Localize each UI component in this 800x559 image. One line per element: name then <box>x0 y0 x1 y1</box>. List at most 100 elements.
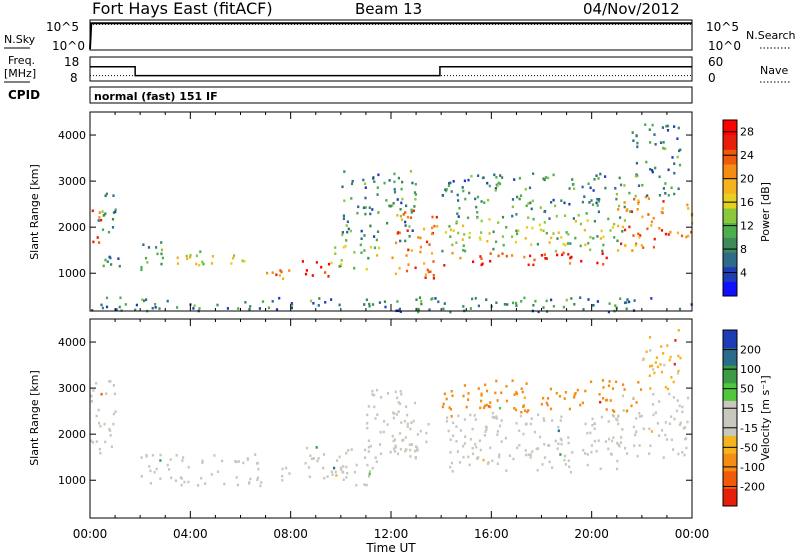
echo-cell <box>529 453 532 456</box>
echo-cell <box>198 263 201 267</box>
echo-cell <box>170 476 173 480</box>
echo-cell <box>616 467 619 471</box>
echo-cell <box>635 401 638 404</box>
echo-cell <box>615 197 618 201</box>
echo-cell <box>159 453 162 457</box>
echo-cell <box>601 249 604 253</box>
echo-cell <box>112 194 115 197</box>
echo-cell <box>414 449 417 453</box>
echo-cell <box>664 192 667 195</box>
echo-cell <box>457 215 460 218</box>
echo-cell <box>336 459 339 462</box>
echo-cell <box>331 473 334 476</box>
echo-cell <box>101 210 104 213</box>
echo-cell <box>598 198 601 201</box>
echo-cell <box>496 430 499 433</box>
echo-region-4 <box>334 470 368 487</box>
echo-cell <box>180 477 183 480</box>
colorbar-swatch <box>723 418 737 437</box>
echo-cell <box>452 434 455 438</box>
echo-cell <box>367 405 370 408</box>
echo-cell <box>398 267 401 270</box>
echo-cell <box>543 456 547 459</box>
echo-cell <box>155 246 158 249</box>
colorbar-tick-label: -50 <box>740 441 758 454</box>
echo-cell <box>431 297 434 300</box>
echo-cell <box>619 216 622 219</box>
echo-cell <box>183 480 186 484</box>
echo-cell <box>652 368 655 371</box>
echo-cell <box>347 449 350 452</box>
echo-cell <box>542 306 545 309</box>
echo-cell <box>267 306 271 310</box>
echo-cell <box>538 223 541 227</box>
echo-cell <box>548 460 551 464</box>
echo-cell <box>90 439 93 443</box>
echo-cell <box>355 483 358 487</box>
echo-cell <box>530 207 533 211</box>
echo-cell <box>669 230 672 234</box>
echo-cell <box>485 428 488 431</box>
echo-cell <box>602 235 605 239</box>
echo-cell <box>630 404 633 408</box>
echo-cell <box>631 249 634 252</box>
time-tick-label: 16:00 <box>474 527 509 541</box>
echo-cell <box>463 233 466 236</box>
echo-cell <box>517 229 520 232</box>
echo-cell <box>197 484 200 487</box>
echo-cell <box>671 156 674 159</box>
echo-cell <box>330 261 333 265</box>
echo-cell <box>573 396 576 399</box>
echo-cell <box>324 271 327 274</box>
echo-cell <box>112 211 115 214</box>
echo-cell <box>678 307 682 311</box>
echo-cell <box>557 231 560 234</box>
echo-cell <box>469 438 472 441</box>
echo-cell <box>176 262 180 265</box>
cpid-text: normal (fast) 151 IF <box>94 90 218 103</box>
echo-cell <box>486 462 490 465</box>
echo-cell <box>613 236 616 239</box>
echo-cell <box>424 276 427 279</box>
echo-cell <box>394 444 397 448</box>
colorbar-frame <box>722 119 738 297</box>
echo-cell <box>591 203 595 206</box>
echo-cell <box>593 219 596 223</box>
echo-region-0 <box>91 209 103 244</box>
echo-cell <box>226 307 229 310</box>
echo-cell <box>374 456 377 459</box>
echo-cell <box>235 476 238 479</box>
echo-cell <box>567 436 570 439</box>
echo-cell <box>467 392 470 395</box>
echo-cell <box>649 444 652 448</box>
echo-cell <box>531 226 534 230</box>
echo-cell <box>493 416 496 419</box>
echo-cell <box>176 256 179 260</box>
echo-cell <box>554 249 557 253</box>
echo-cell <box>637 232 640 236</box>
echo-cell <box>373 393 376 397</box>
echo-cell <box>520 387 523 390</box>
echo-cell <box>378 246 381 250</box>
echo-cell <box>399 390 402 393</box>
echo-cell <box>568 407 571 411</box>
echo-cell <box>142 243 145 246</box>
echo-cell <box>112 412 115 416</box>
echo-cell <box>542 177 545 180</box>
echo-cell <box>678 149 681 153</box>
echo-cell <box>311 274 314 277</box>
echo-cell <box>592 304 595 307</box>
echo-cell <box>633 444 636 448</box>
echo-cell <box>677 354 680 358</box>
echo-cell <box>598 393 601 396</box>
echo-cell <box>380 396 383 399</box>
echo-cell <box>373 405 376 409</box>
echo-cell <box>596 197 599 201</box>
echo-cell <box>371 393 374 396</box>
colorbar-tick-label: 200 <box>740 344 761 357</box>
echo-cell <box>652 413 655 417</box>
echo-cell <box>574 220 577 223</box>
echo-cell <box>308 475 311 479</box>
echo-cell <box>327 275 330 278</box>
echo-cell <box>400 218 404 221</box>
